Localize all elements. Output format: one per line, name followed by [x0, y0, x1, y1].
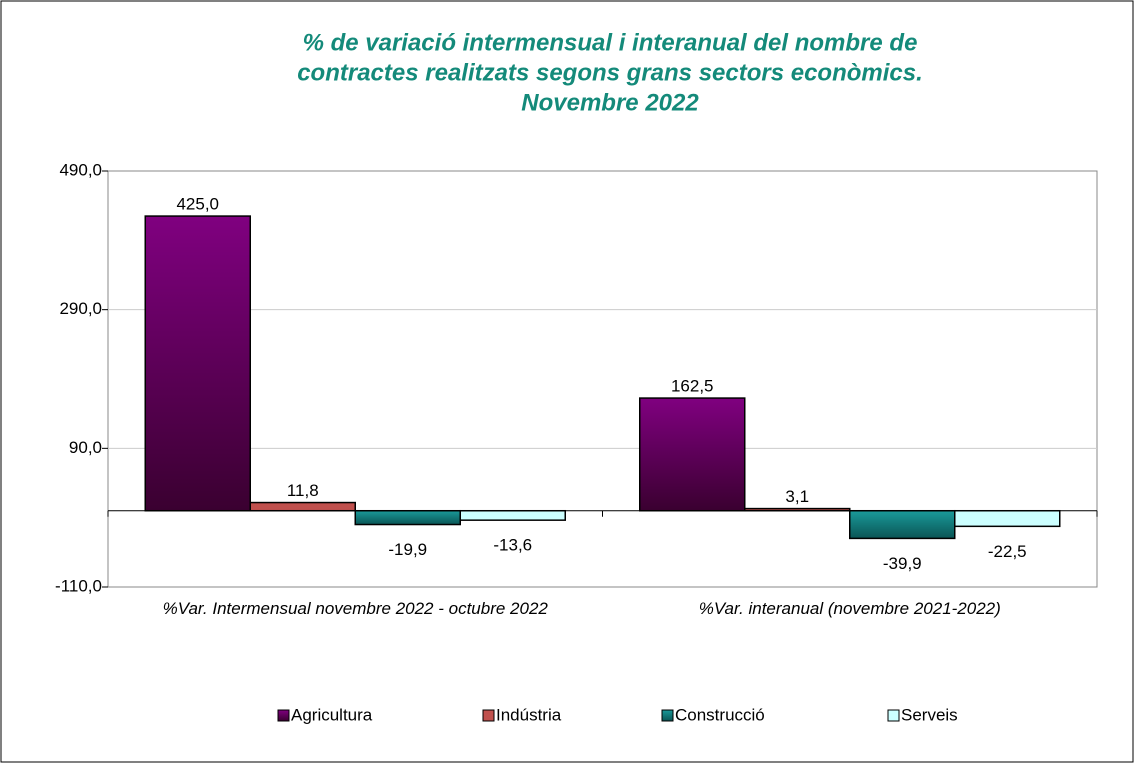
x-label-box: %Var. Intermensual novembre 2022 - octub… — [162, 599, 548, 618]
data-label: 11,8 — [287, 481, 319, 500]
legend-swatch — [482, 709, 495, 722]
legend-swatch — [661, 709, 674, 722]
chart-title: contractes realitzats segons grans secto… — [297, 59, 923, 86]
data-label: -22,5 — [988, 542, 1027, 561]
bar — [954, 509, 1061, 528]
bar — [639, 397, 746, 512]
y-tick-label: -110,0 — [55, 576, 102, 595]
chart-title: % de variació intermensual i interanual … — [303, 29, 918, 56]
data-label: -39,9 — [883, 554, 922, 573]
legend-label: Indústria — [496, 705, 562, 724]
legend-swatch — [277, 709, 290, 722]
y-tick-label: 90,0 — [69, 438, 102, 457]
y-tick-label: 290,0 — [59, 299, 102, 318]
data-label: -13,6 — [493, 536, 532, 555]
x-tick-label: %Var. interanual (novembre 2021-2022) — [698, 599, 1001, 618]
y-tick-label: 490,0 — [59, 160, 102, 179]
chart-title: Novembre 2022 — [521, 89, 699, 116]
bar — [249, 501, 356, 512]
legend-swatch — [887, 709, 900, 722]
bar — [459, 509, 566, 521]
legend-label: Serveis — [901, 705, 958, 724]
data-label: -19,9 — [388, 540, 427, 559]
bar — [144, 215, 251, 512]
legend-label: Construcció — [675, 705, 765, 724]
x-tick-label: %Var. Intermensual novembre 2022 - octub… — [162, 599, 548, 618]
bar — [354, 509, 461, 526]
x-label-box: %Var. interanual (novembre 2021-2022) — [698, 599, 1001, 618]
data-label: 3,1 — [785, 487, 809, 506]
data-label: 162,5 — [671, 377, 714, 396]
data-label: 425,0 — [176, 195, 219, 214]
legend-label: Agricultura — [291, 705, 373, 724]
bar — [849, 509, 956, 540]
